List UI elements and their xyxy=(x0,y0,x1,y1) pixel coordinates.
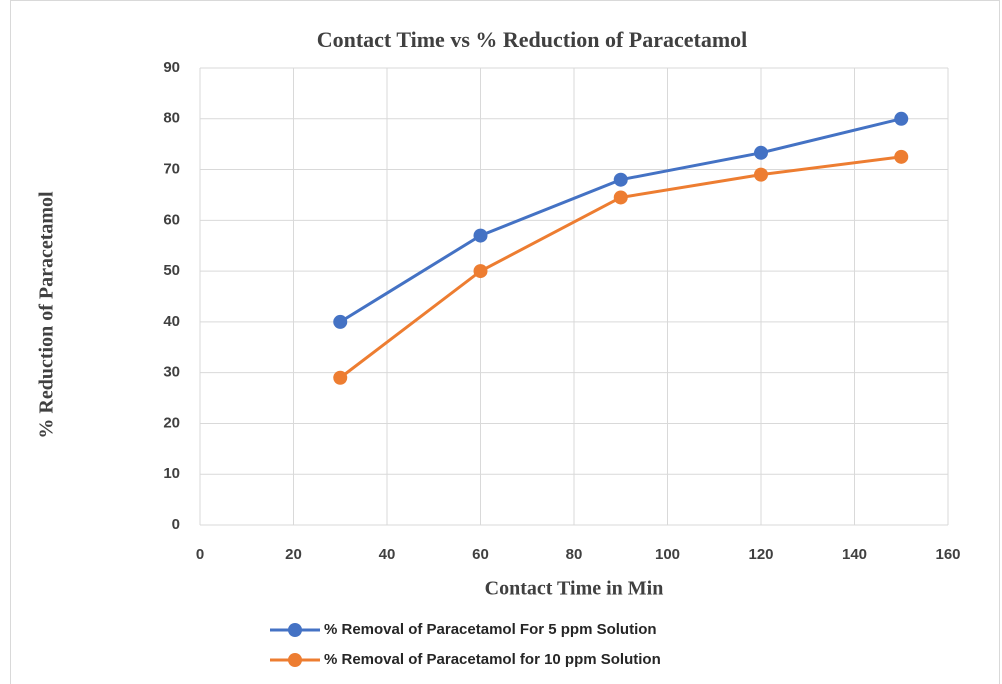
y-tick-label: 10 xyxy=(163,465,180,482)
x-tick-label: 100 xyxy=(655,546,680,563)
y-tick-label: 80 xyxy=(163,110,180,127)
y-tick-label: 20 xyxy=(163,414,180,431)
data-point xyxy=(894,149,909,164)
data-point xyxy=(333,370,348,385)
x-tick-label: 40 xyxy=(379,546,396,563)
x-axis-label: Contact Time in Min xyxy=(485,578,664,600)
legend-marker xyxy=(288,653,302,667)
data-point xyxy=(894,111,909,126)
y-tick-label: 30 xyxy=(163,364,180,381)
data-point xyxy=(333,314,348,329)
legend-label: % Removal of Paracetamol for 10 ppm Solu… xyxy=(324,651,661,668)
chart-title: Contact Time vs % Reduction of Paracetam… xyxy=(317,27,748,52)
x-tick-label: 160 xyxy=(935,546,960,563)
y-axis-label: % Reduction of Paracetamol xyxy=(36,191,58,439)
y-tick-label: 70 xyxy=(163,161,180,178)
x-tick-label: 140 xyxy=(842,546,867,563)
x-tick-label: 120 xyxy=(748,546,773,563)
data-point xyxy=(754,145,768,160)
legend-marker xyxy=(288,623,302,637)
chart-frame xyxy=(10,0,1000,684)
y-tick-label: 60 xyxy=(163,211,180,228)
data-point xyxy=(613,190,628,205)
y-tick-label: 50 xyxy=(163,262,180,279)
x-tick-label: 80 xyxy=(566,546,583,563)
x-tick-label: 20 xyxy=(285,546,302,563)
y-tick-label: 40 xyxy=(163,313,180,330)
y-tick-label: 0 xyxy=(172,516,180,533)
data-point xyxy=(473,228,488,243)
legend-label: % Removal of Paracetamol For 5 ppm Solut… xyxy=(324,621,657,638)
x-tick-label: 60 xyxy=(472,546,489,563)
x-tick-label: 0 xyxy=(196,546,204,563)
data-point xyxy=(473,264,488,279)
y-tick-label: 90 xyxy=(163,59,180,76)
data-point xyxy=(754,167,768,182)
data-point xyxy=(613,172,628,187)
